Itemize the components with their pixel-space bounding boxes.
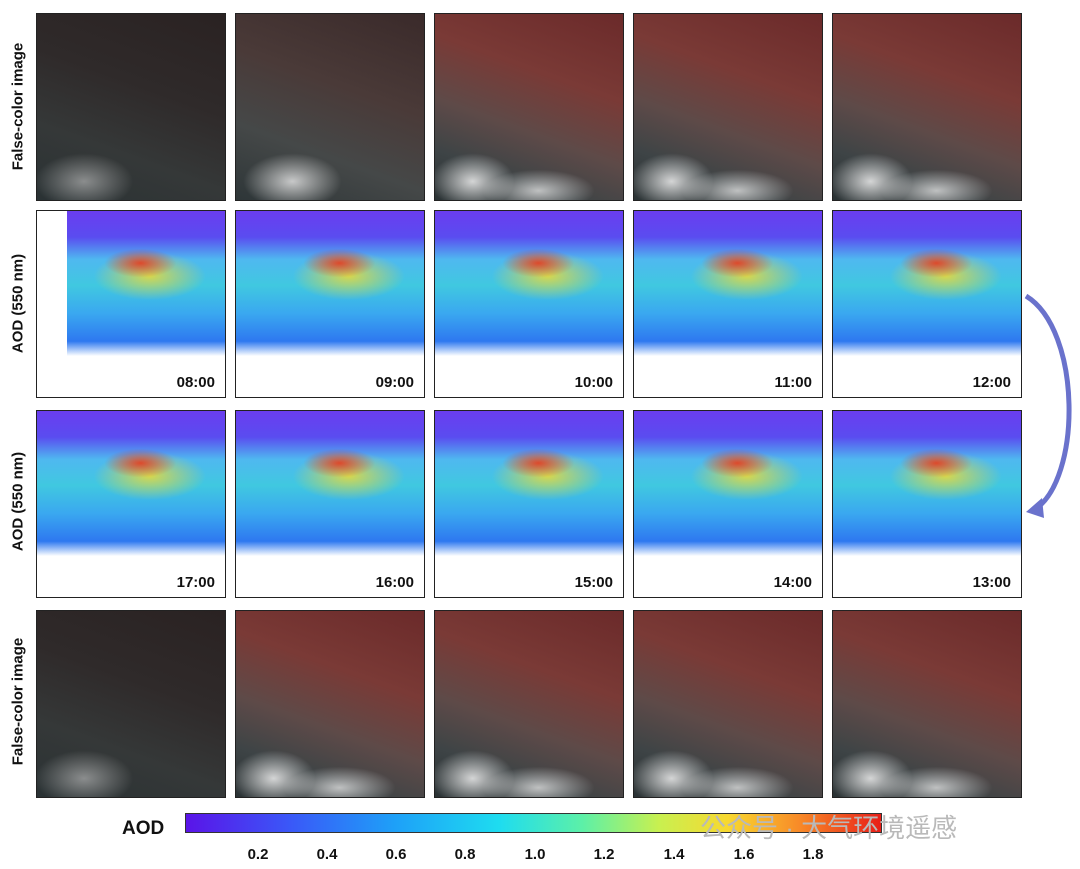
time-label: 15:00 — [574, 574, 613, 591]
time-label: 17:00 — [176, 574, 215, 591]
time-label: 13:00 — [972, 574, 1011, 591]
false-color-panel — [633, 610, 823, 798]
colorbar-tick: 0.8 — [454, 846, 476, 863]
time-label: 08:00 — [176, 374, 215, 391]
aod-panel: 14:00 — [633, 410, 823, 598]
colorbar-tick: 0.2 — [247, 846, 269, 863]
time-label: 16:00 — [375, 574, 414, 591]
aod-panel: 11:00 — [633, 210, 823, 398]
aod-panel: 17:00 — [36, 410, 226, 598]
aod-panel: 12:00 — [832, 210, 1022, 398]
colorbar-tick: 0.6 — [385, 846, 407, 863]
aod-colorbar — [185, 813, 882, 833]
time-label: 14:00 — [773, 574, 812, 591]
aod-panel: 15:00 — [434, 410, 624, 598]
false-color-panel — [235, 610, 425, 798]
colorbar-label: AOD — [122, 818, 165, 839]
false-color-panel — [36, 13, 226, 201]
aod-panel: 09:00 — [235, 210, 425, 398]
colorbar-tick: 1.2 — [593, 846, 615, 863]
aod-panel: 10:00 — [434, 210, 624, 398]
false-color-panel — [434, 13, 624, 201]
false-color-panel — [36, 610, 226, 798]
false-color-panel — [434, 610, 624, 798]
aod-panel: 08:00 — [36, 210, 226, 398]
aod-panel: 16:00 — [235, 410, 425, 598]
watermark: 公众号 · 大气环境遥感 — [700, 813, 958, 843]
false-color-panel — [235, 13, 425, 201]
false-color-panel — [633, 13, 823, 201]
time-label: 09:00 — [375, 374, 414, 391]
time-label: 12:00 — [972, 374, 1011, 391]
time-label: 10:00 — [574, 374, 613, 391]
aod-panel: 13:00 — [832, 410, 1022, 598]
time-label: 11:00 — [774, 374, 812, 391]
false-color-panel — [832, 13, 1022, 201]
colorbar-tick: 1.8 — [802, 846, 824, 863]
colorbar-tick: 1.4 — [663, 846, 685, 863]
curved-arrow-icon — [1024, 293, 1072, 518]
colorbar-tick: 0.4 — [316, 846, 338, 863]
colorbar-tick: 1.0 — [524, 846, 546, 863]
colorbar-tick: 1.6 — [733, 846, 755, 863]
false-color-panel — [832, 610, 1022, 798]
